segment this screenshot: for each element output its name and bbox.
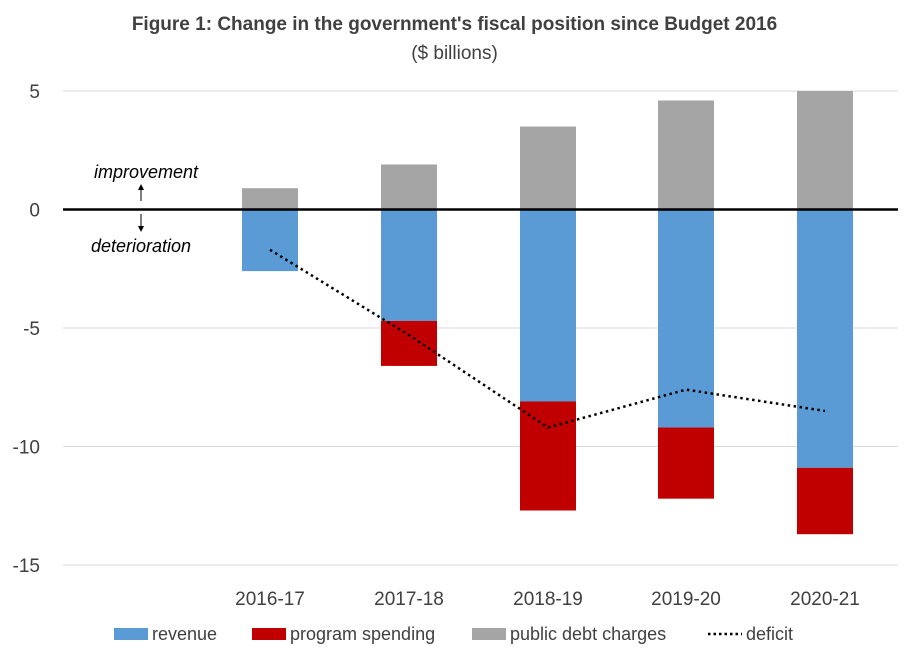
bar-public-debt-charges [242, 188, 298, 210]
bar-public-debt-charges [797, 91, 853, 210]
legend-label: deficit [746, 624, 793, 644]
arrow-down-head-icon [138, 226, 144, 232]
bar-public-debt-charges [658, 100, 714, 210]
bars [242, 91, 853, 535]
x-tick-label: 2019-20 [651, 589, 721, 610]
y-tick-label: -10 [13, 438, 40, 459]
bar-program-spending [520, 401, 576, 511]
annotation-improvement: improvement [94, 162, 199, 182]
chart-title: Figure 1: Change in the government's fis… [131, 14, 778, 35]
x-tick-label: 2018-19 [513, 589, 583, 610]
x-tick-label: 2016-17 [235, 589, 305, 610]
bar-public-debt-charges [381, 164, 437, 210]
y-tick-label: 5 [29, 82, 40, 103]
x-tick-label: 2020-21 [790, 589, 860, 610]
legend-label: public debt charges [510, 624, 666, 644]
bar-revenue [381, 209, 437, 321]
legend-swatch [472, 628, 506, 640]
bar-program-spending [381, 320, 437, 366]
legend-label: program spending [290, 624, 435, 644]
deficit-line [269, 248, 826, 429]
deficit-line-group [269, 248, 826, 429]
y-axis-ticks: 5 0 -5 -10 -15 [13, 82, 40, 577]
bar-program-spending [658, 427, 714, 499]
bar-revenue [797, 209, 853, 468]
bar-program-spending [797, 467, 853, 535]
bar-public-debt-charges [520, 126, 576, 210]
bar-revenue [242, 209, 298, 272]
legend-label: revenue [152, 624, 217, 644]
x-axis-categories: 2016-17 2017-18 2018-19 2019-20 2020-21 [235, 589, 860, 610]
annotation-deterioration: deterioration [91, 236, 191, 256]
legend-swatch [114, 628, 148, 640]
chart-subtitle: ($ billions) [411, 43, 498, 64]
y-tick-label: -15 [13, 556, 40, 577]
legend-swatch [252, 628, 286, 640]
y-tick-label: 0 [29, 201, 40, 222]
legend: revenue program spending public debt charg… [114, 624, 793, 644]
arrow-up-head-icon [138, 184, 144, 190]
bar-revenue [520, 209, 576, 402]
bar-revenue [658, 209, 714, 428]
y-tick-label: -5 [23, 319, 40, 340]
gridlines [63, 90, 898, 566]
annotation: improvement deterioration [91, 162, 199, 256]
x-tick-label: 2017-18 [374, 589, 444, 610]
